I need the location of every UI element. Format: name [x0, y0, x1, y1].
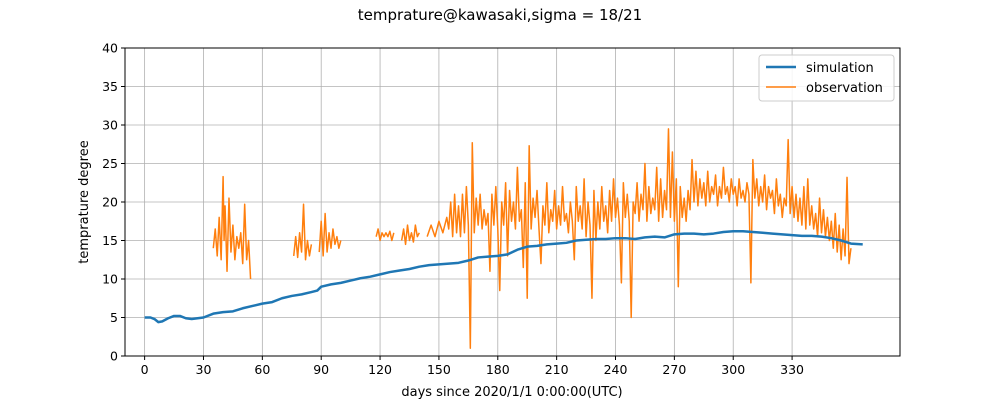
- legend-simulation-label: simulation: [806, 61, 874, 76]
- y-tick-label: 30: [102, 118, 118, 133]
- legend-observation-label: observation: [806, 81, 883, 96]
- simulation-series-line: [144, 230, 863, 324]
- x-tick-label: 330: [780, 362, 804, 377]
- x-tick-label: 240: [604, 362, 628, 377]
- y-tick-label: 5: [110, 310, 118, 325]
- x-tick-label: 0: [141, 362, 149, 377]
- y-tick-label: 0: [110, 349, 118, 364]
- y-tick-label: 10: [102, 272, 118, 287]
- x-tick-label: 210: [545, 362, 569, 377]
- x-tick-label: 120: [368, 362, 392, 377]
- x-tick-label: 30: [196, 362, 212, 377]
- x-tick-label: 300: [721, 362, 745, 377]
- y-tick-label: 15: [102, 233, 118, 248]
- y-tick-label: 35: [102, 79, 118, 94]
- x-tick-label: 180: [486, 362, 510, 377]
- tick-layer: 0 30 60 90 120 150 180 210 240 270 300 330 0 5 10 15 20 2…: [102, 41, 804, 378]
- x-tick-label: 150: [427, 362, 451, 377]
- legend: simulation observation: [758, 54, 895, 102]
- x-tick-label: 270: [662, 362, 686, 377]
- x-tick-label: 60: [254, 362, 270, 377]
- x-tick-label: 90: [313, 362, 329, 377]
- observation-series-line: [212, 128, 852, 350]
- y-axis-label: temprature degree: [77, 140, 92, 263]
- chart-title: temprature@kawasaki,sigma = 18/21: [358, 6, 642, 24]
- series-layer: [144, 128, 863, 350]
- y-tick-label: 25: [102, 156, 118, 171]
- y-tick-label: 20: [102, 195, 118, 210]
- y-tick-label: 40: [102, 41, 118, 56]
- x-axis-label: days since 2020/1/1 0:00:00(UTC): [401, 385, 622, 400]
